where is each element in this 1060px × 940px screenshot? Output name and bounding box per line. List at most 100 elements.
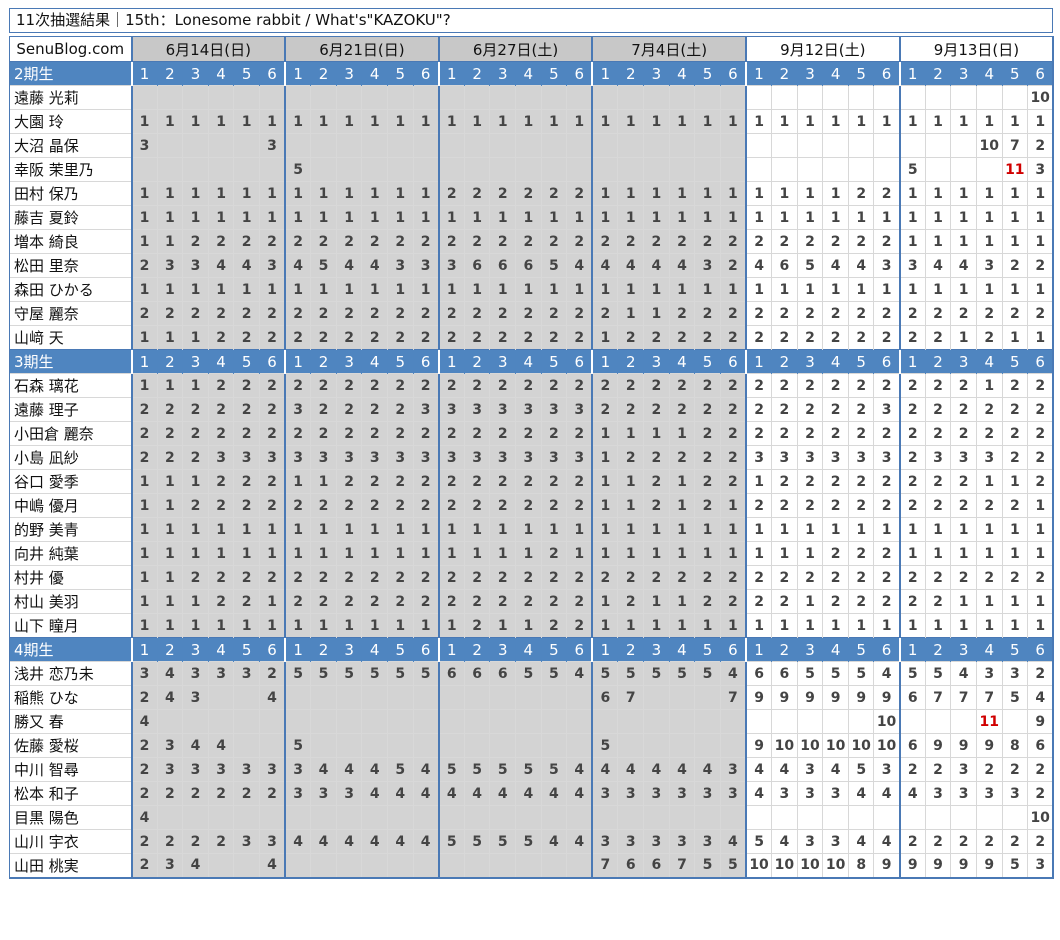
result-cell: 2 xyxy=(489,229,516,254)
result-cell: 1 xyxy=(668,109,695,134)
result-cell: 1 xyxy=(361,109,388,134)
result-cell xyxy=(412,133,439,158)
result-cell xyxy=(207,85,234,110)
result-cell: 2 xyxy=(643,373,670,398)
result-cell: 3 xyxy=(591,781,618,806)
result-cell xyxy=(771,133,798,158)
generation-label: 2期生 xyxy=(9,61,132,86)
result-cell: 2 xyxy=(694,445,721,470)
result-cell: 3 xyxy=(412,253,439,278)
result-cell: 1 xyxy=(643,589,670,614)
part-number: 5 xyxy=(387,61,414,86)
result-cell: 1 xyxy=(387,109,414,134)
result-cell: 2 xyxy=(387,397,414,422)
result-cell xyxy=(668,685,695,710)
result-cell: 2 xyxy=(898,325,926,350)
result-cell: 1 xyxy=(566,109,593,134)
result-cell: 3 xyxy=(796,445,823,470)
result-cell: 1 xyxy=(182,613,209,638)
result-cell xyxy=(924,85,951,110)
result-cell: 2 xyxy=(437,325,465,350)
result-cell: 1 xyxy=(130,613,158,638)
result-cell: 4 xyxy=(182,733,209,758)
result-cell xyxy=(437,157,465,182)
result-cell: 2 xyxy=(668,565,695,590)
result-cell: 1 xyxy=(898,541,926,566)
part-number: 1 xyxy=(591,61,618,86)
result-cell: 1 xyxy=(130,181,158,206)
result-cell: 3 xyxy=(822,781,849,806)
result-cell: 6 xyxy=(437,661,465,686)
member-name: 中川 智尋 xyxy=(9,757,132,782)
result-cell: 2 xyxy=(847,469,874,494)
result-cell: 2 xyxy=(822,325,849,350)
result-cell: 1 xyxy=(156,109,183,134)
result-cell xyxy=(719,733,747,758)
result-cell xyxy=(258,733,286,758)
result-cell xyxy=(796,133,823,158)
result-cell: 2 xyxy=(822,397,849,422)
result-cell xyxy=(207,685,234,710)
result-cell: 5 xyxy=(515,757,542,782)
part-number: 4 xyxy=(975,61,1003,86)
result-cell: 2 xyxy=(566,589,593,614)
result-cell: 2 xyxy=(387,493,414,518)
result-cell xyxy=(463,157,490,182)
result-cell: 2 xyxy=(130,757,158,782)
result-cell: 6 xyxy=(591,685,618,710)
result-cell xyxy=(694,733,721,758)
result-cell: 2 xyxy=(233,781,260,806)
result-cell: 2 xyxy=(387,589,414,614)
result-cell: 1 xyxy=(924,277,951,302)
result-cell: 2 xyxy=(233,589,260,614)
result-cell: 2 xyxy=(130,397,158,422)
result-cell: 2 xyxy=(796,421,823,446)
result-cell: 2 xyxy=(156,445,183,470)
result-cell xyxy=(566,805,593,830)
result-cell: 4 xyxy=(668,253,695,278)
result-cell: 1 xyxy=(694,205,721,230)
result-cell: 2 xyxy=(591,565,618,590)
result-cell: 2 xyxy=(412,229,439,254)
result-cell: 3 xyxy=(694,253,721,278)
result-cell: 4 xyxy=(719,829,747,854)
result-cell: 2 xyxy=(771,397,798,422)
result-cell: 2 xyxy=(284,229,311,254)
result-cell: 3 xyxy=(873,445,900,470)
part-number: 2 xyxy=(156,61,183,86)
result-cell: 3 xyxy=(258,253,286,278)
result-cell xyxy=(156,805,183,830)
result-cell: 1 xyxy=(335,181,362,206)
result-cell xyxy=(412,853,439,879)
result-cell: 1 xyxy=(387,181,414,206)
result-cell xyxy=(924,157,951,182)
result-cell: 2 xyxy=(233,325,260,350)
result-cell: 1 xyxy=(335,517,362,542)
result-cell: 2 xyxy=(335,397,362,422)
result-cell: 1 xyxy=(130,589,158,614)
result-cell: 1 xyxy=(540,205,567,230)
result-cell: 1 xyxy=(182,181,209,206)
result-cell: 1 xyxy=(796,205,823,230)
result-cell: 1 xyxy=(694,109,721,134)
result-cell: 1 xyxy=(335,205,362,230)
result-cell: 4 xyxy=(1027,685,1055,710)
result-cell: 2 xyxy=(643,565,670,590)
part-number: 1 xyxy=(591,637,618,662)
result-cell: 3 xyxy=(847,445,874,470)
part-number: 1 xyxy=(745,349,772,374)
result-cell: 5 xyxy=(310,661,337,686)
result-cell: 2 xyxy=(898,469,926,494)
result-cell: 2 xyxy=(310,421,337,446)
result-cell: 2 xyxy=(975,397,1003,422)
result-cell xyxy=(950,709,977,734)
result-cell xyxy=(796,157,823,182)
result-cell xyxy=(924,805,951,830)
result-cell: 1 xyxy=(898,277,926,302)
member-row: 小田倉 麗奈 2 2 2 2 2 2 2 2 2 2 2 2 2 2 2 2 2 2 1 1 1 1 2 2 2 2 2 2 2 2 2 2 2 2… xyxy=(9,421,1055,446)
result-cell xyxy=(463,853,490,879)
part-number: 2 xyxy=(617,349,644,374)
result-cell xyxy=(847,157,874,182)
result-cell: 3 xyxy=(284,781,311,806)
